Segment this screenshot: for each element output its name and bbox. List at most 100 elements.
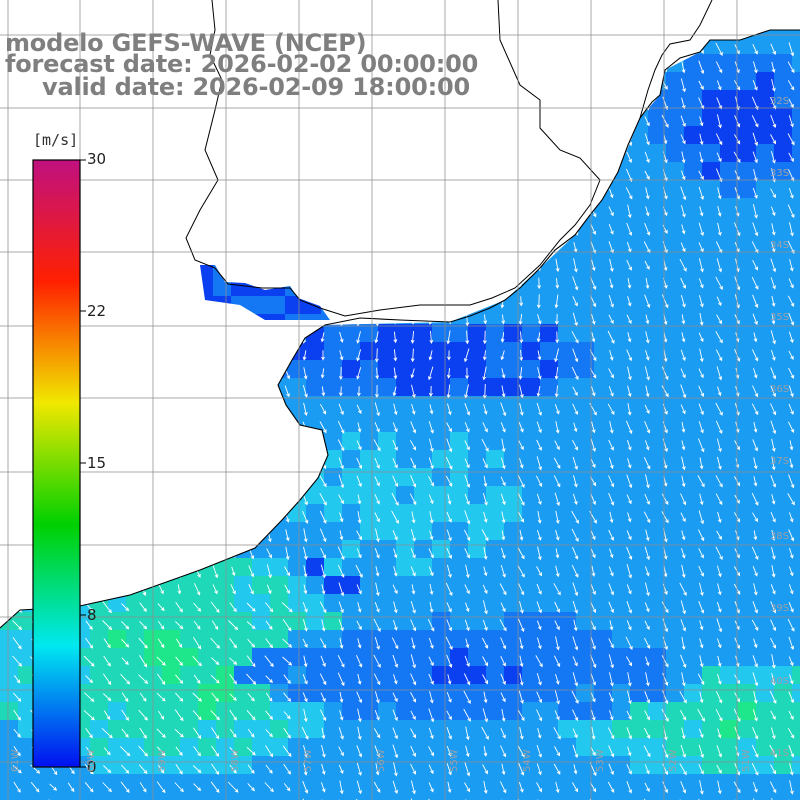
speed-cell [414, 594, 433, 613]
speed-cell [630, 504, 649, 523]
wind-arrow [247, 783, 255, 792]
wind-arrow [644, 691, 651, 704]
colorbar-tick-22: 22 [87, 302, 107, 320]
speed-cell [666, 234, 685, 253]
speed-cell [450, 594, 469, 613]
wind-arrow [391, 492, 399, 506]
wind-arrow [446, 511, 452, 523]
speed-cell [666, 180, 685, 199]
wind-arrow [517, 564, 525, 578]
wind-arrow [751, 744, 759, 758]
wind-arrow [715, 708, 723, 722]
wind-arrow [338, 619, 344, 632]
wind-arrow [373, 728, 381, 739]
wind-arrow [85, 637, 94, 649]
speed-cell [450, 720, 469, 739]
speed-cell [630, 414, 649, 433]
speed-cell [666, 288, 685, 307]
speed-cell [702, 144, 721, 163]
speed-cell [666, 216, 685, 235]
wind-arrow [392, 475, 399, 488]
speed-cell [450, 666, 469, 685]
speed-cell [486, 522, 505, 541]
speed-cell [648, 288, 667, 307]
speed-cell [324, 378, 343, 397]
wind-arrow [644, 366, 650, 381]
speed-cell [792, 756, 800, 775]
speed-cell [648, 756, 667, 775]
wind-arrow [410, 710, 416, 721]
speed-cell [18, 738, 37, 757]
speed-cell [738, 396, 757, 415]
speed-cell [36, 720, 55, 739]
wind-arrow [356, 780, 362, 795]
speed-cell [0, 774, 19, 793]
wind-arrow [83, 709, 95, 721]
wind-arrow [572, 276, 579, 291]
speed-cell [306, 774, 325, 793]
wind-arrow [411, 584, 416, 595]
lon-label: 60W [86, 749, 97, 772]
wind-arrow [627, 512, 632, 523]
wind-arrow [339, 331, 344, 343]
speed-cell [306, 342, 325, 361]
wind-arrow [537, 350, 542, 361]
wind-arrow [429, 438, 434, 453]
lat-label: 32S [770, 96, 790, 107]
wind-arrow [447, 494, 452, 505]
wind-arrow [788, 710, 794, 720]
wind-arrow [626, 530, 632, 541]
speed-cell [630, 198, 649, 217]
speed-cell [756, 522, 775, 541]
speed-cell [342, 360, 361, 379]
colorbar-tick-0: 0 [87, 758, 97, 776]
speed-cell [720, 576, 739, 595]
wind-arrow [302, 638, 308, 648]
wind-arrow [626, 222, 633, 236]
wind-arrow [572, 672, 579, 687]
speed-cell [468, 792, 487, 800]
wind-arrow [266, 584, 272, 595]
speed-cell [180, 774, 199, 793]
wind-arrow [445, 475, 453, 487]
wind-arrow [645, 656, 650, 667]
wind-arrow [67, 782, 75, 793]
speed-cell [594, 360, 613, 379]
speed-cell [612, 288, 631, 307]
wind-arrow [519, 458, 524, 469]
speed-cell [720, 684, 739, 703]
wind-arrow [356, 367, 362, 380]
wind-arrow [446, 763, 452, 776]
wind-arrow [789, 547, 794, 559]
speed-cell [360, 738, 379, 757]
speed-cell [738, 72, 757, 91]
speed-cell [324, 738, 343, 757]
wind-arrow [752, 259, 758, 271]
wind-arrow [321, 584, 326, 595]
speed-cell [486, 774, 505, 793]
speed-cell [594, 630, 613, 649]
speed-cell [270, 630, 289, 649]
wind-arrow [264, 655, 274, 668]
speed-cell [378, 342, 397, 361]
wind-arrow [231, 566, 236, 577]
speed-cell [18, 720, 37, 739]
wind-arrow [787, 169, 795, 182]
wind-arrow [536, 620, 542, 631]
wind-arrow [608, 692, 614, 703]
wind-arrow [428, 457, 434, 470]
wind-arrow [246, 710, 256, 721]
wind-arrow [103, 710, 111, 721]
wind-arrow [698, 548, 704, 559]
wind-arrow [771, 438, 776, 453]
speed-cell [666, 342, 685, 361]
wind-arrow [645, 385, 650, 398]
speed-cell [792, 504, 800, 523]
speed-cell [612, 252, 631, 271]
wind-arrow [482, 458, 488, 469]
wind-arrow [771, 546, 776, 560]
speed-cell [756, 378, 775, 397]
wind-arrow [770, 349, 776, 361]
wind-arrow [716, 314, 722, 325]
speed-cell [216, 612, 235, 631]
